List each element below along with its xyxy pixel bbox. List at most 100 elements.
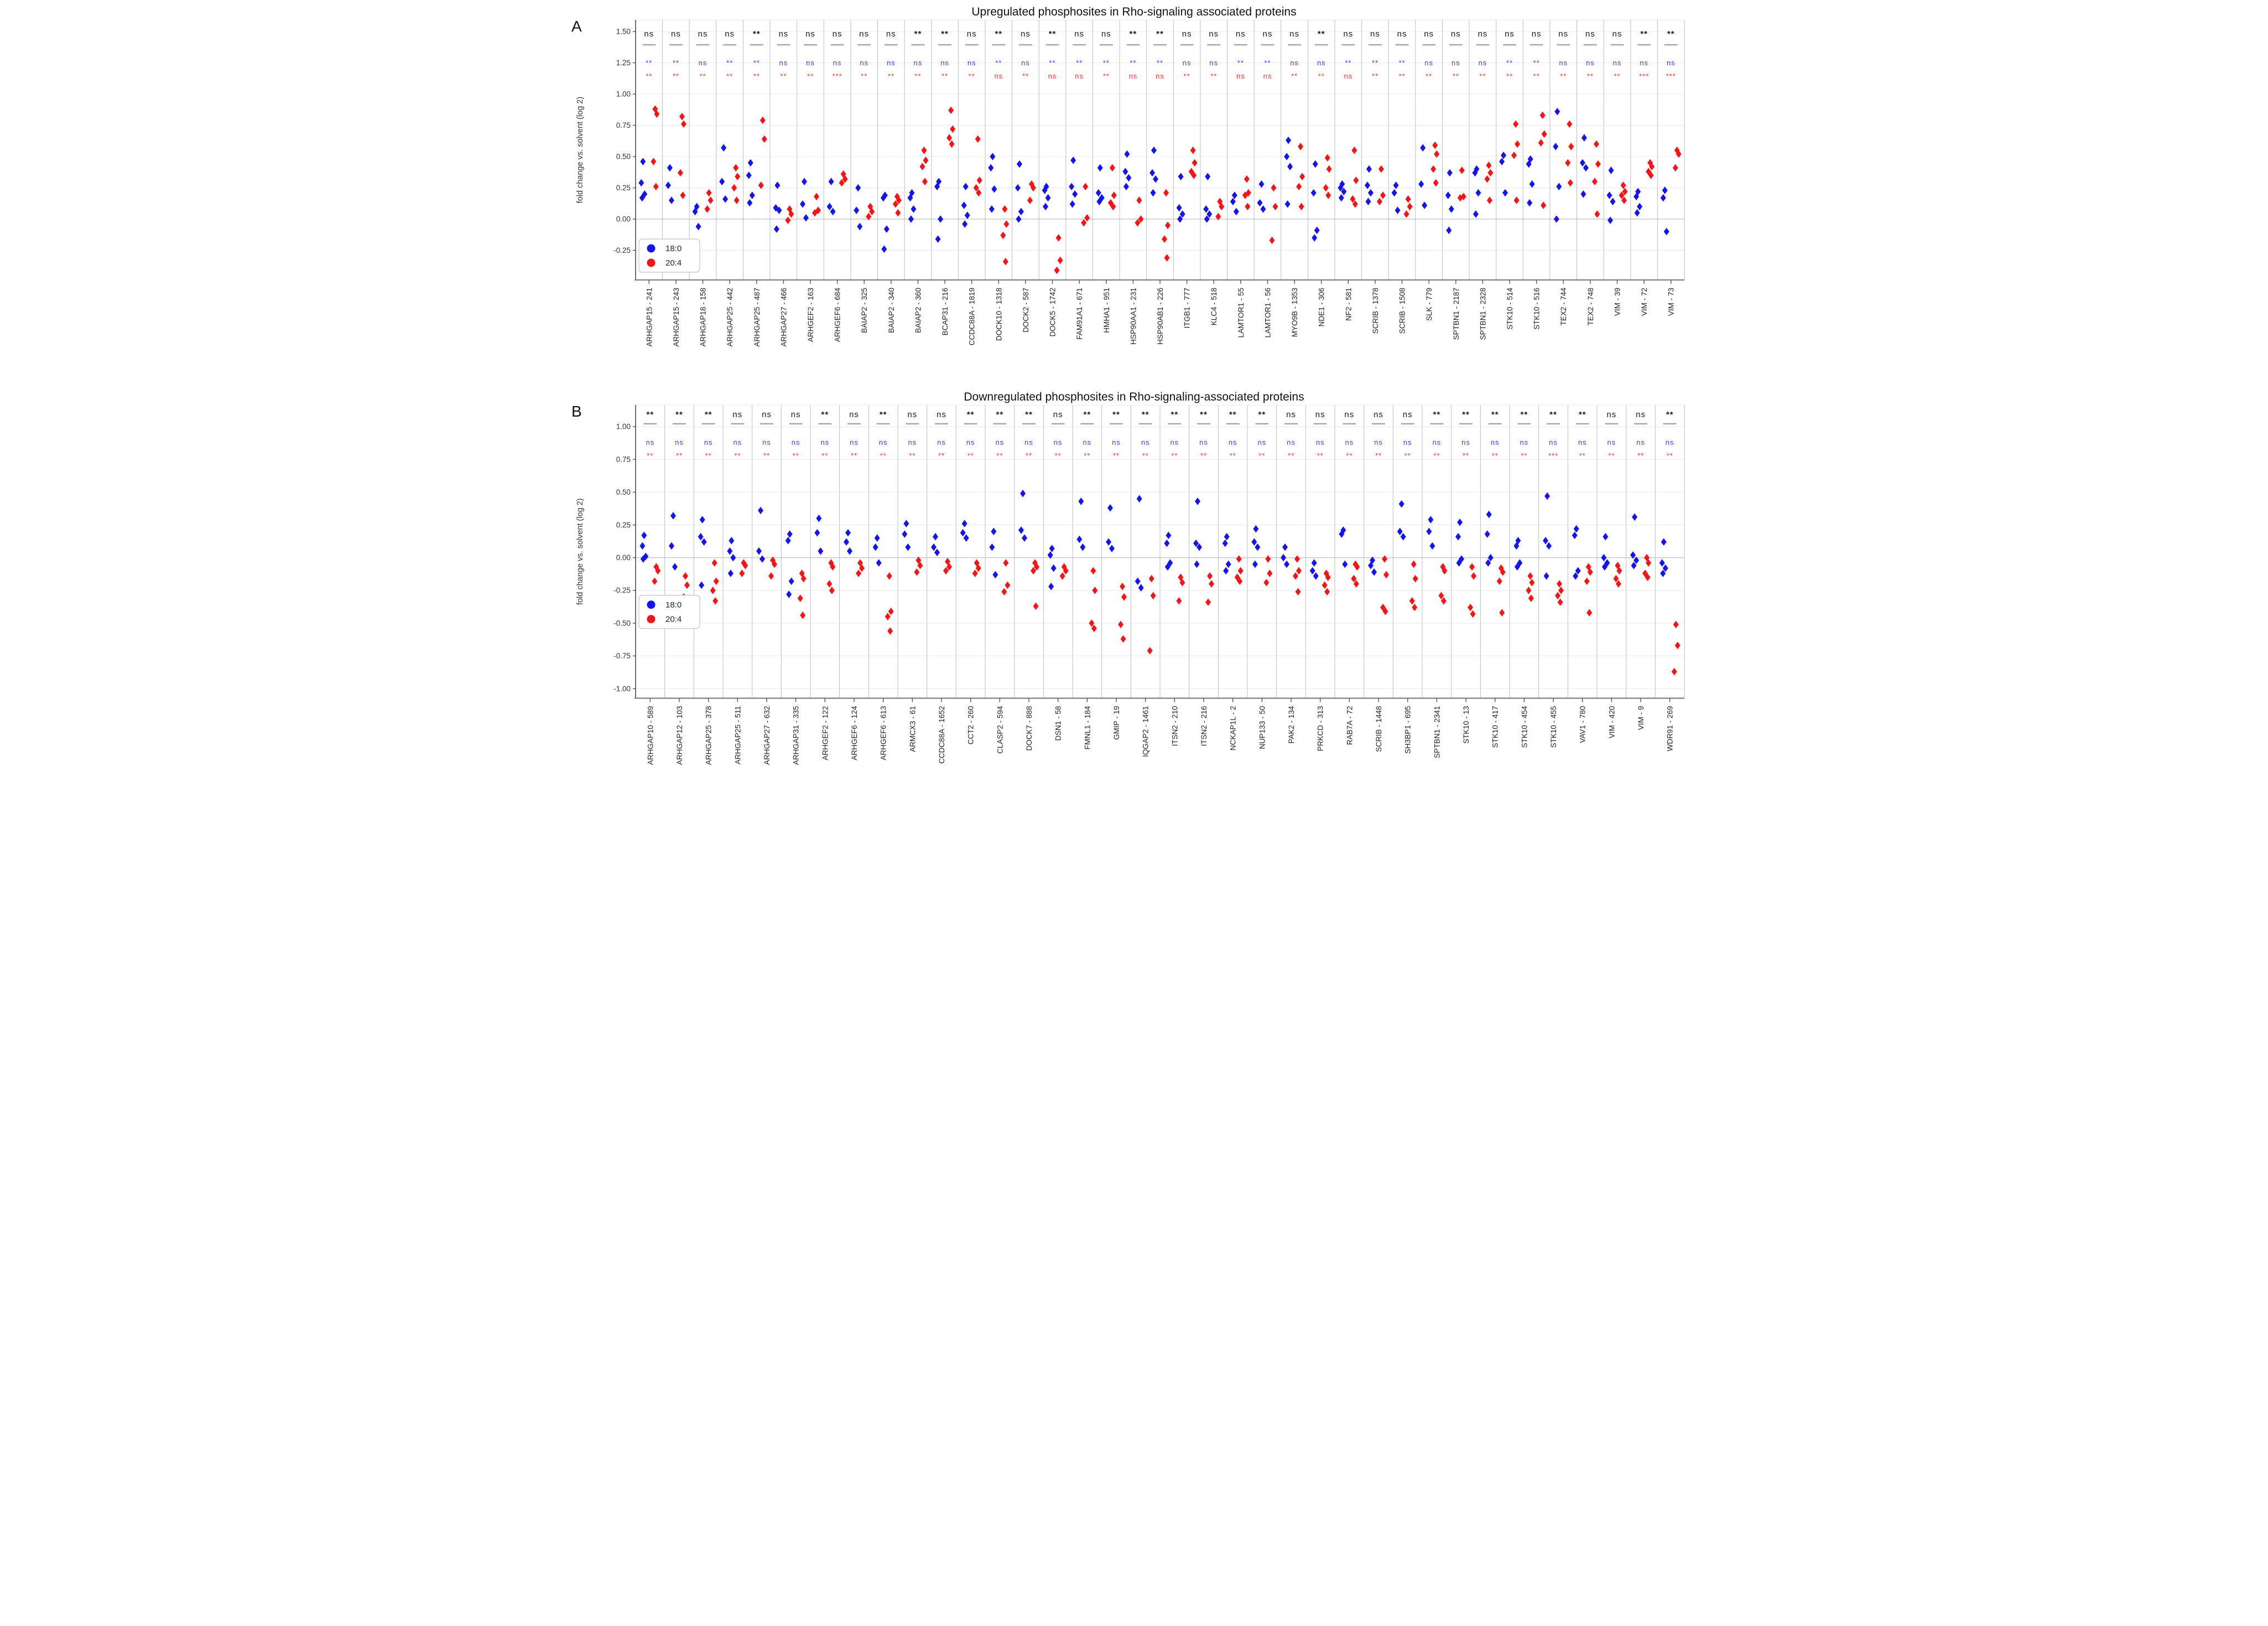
y-tick-label: 0.75 — [616, 455, 631, 464]
x-category-label: DSN1 - 58 — [1054, 706, 1063, 741]
sig-red: ns — [1156, 72, 1164, 80]
data-point-18-0 — [1572, 531, 1578, 539]
data-point-20-4 — [1440, 563, 1446, 571]
sig-black: ** — [1433, 410, 1440, 419]
data-point-20-4 — [1120, 635, 1126, 643]
sig-blue: ns — [1424, 59, 1433, 67]
sig-blue: ns — [1549, 438, 1558, 446]
data-point-18-0 — [854, 206, 860, 214]
data-point-18-0 — [1553, 143, 1559, 150]
sig-black: ns — [967, 29, 977, 39]
data-point-18-0 — [883, 225, 889, 233]
data-point-18-0 — [1312, 234, 1318, 242]
data-point-18-0 — [776, 206, 782, 214]
data-point-18-0 — [1368, 562, 1374, 570]
y-tick-label: 1.00 — [616, 423, 631, 431]
data-point-20-4 — [1179, 579, 1185, 586]
data-point-20-4 — [1325, 573, 1331, 581]
sig-red: ** — [1521, 451, 1527, 460]
x-category-label: RAB7A - 72 — [1345, 706, 1354, 745]
sig-black: ns — [1074, 29, 1084, 39]
data-point-18-0 — [1070, 156, 1076, 164]
legend-marker — [647, 258, 656, 267]
sig-red: ** — [1405, 451, 1411, 460]
sig-blue: ns — [1403, 438, 1412, 446]
data-point-20-4 — [1430, 165, 1437, 173]
data-point-18-0 — [989, 543, 995, 551]
data-point-20-4 — [1323, 184, 1329, 192]
data-point-20-4 — [760, 116, 766, 124]
x-category-label: FAM91A1 - 671 — [1075, 288, 1084, 340]
data-point-20-4 — [679, 112, 685, 121]
sig-red: ** — [1022, 72, 1029, 80]
data-point-18-0 — [1197, 543, 1202, 551]
data-point-20-4 — [742, 562, 748, 570]
data-point-18-0 — [695, 222, 701, 231]
sig-black: ** — [1142, 410, 1149, 419]
data-point-20-4 — [814, 193, 819, 201]
sig-red: ** — [647, 451, 653, 460]
data-point-20-4 — [1150, 591, 1156, 600]
data-point-18-0 — [1253, 525, 1259, 533]
panel-a-chart: 1.50 1.25 1.00 0.75 0.50 0.25 0.00 -0.25 fold ch… — [576, 20, 1685, 347]
data-point-18-0 — [1499, 158, 1505, 165]
data-point-20-4 — [1353, 176, 1359, 184]
data-point-18-0 — [963, 534, 969, 542]
sig-blue: ns — [1112, 438, 1121, 446]
data-point-20-4 — [1383, 570, 1389, 579]
x-category-label: BAIAP2 - 340 — [887, 288, 896, 333]
data-point-18-0 — [1050, 564, 1057, 572]
y-tick-label: 1.50 — [616, 28, 631, 36]
data-point-20-4 — [683, 572, 688, 580]
data-point-20-4 — [1470, 610, 1476, 618]
data-point-20-4 — [788, 210, 794, 218]
sig-black: ** — [996, 410, 1003, 419]
data-point-20-4 — [1237, 567, 1244, 575]
data-point-18-0 — [786, 590, 792, 599]
sig-black: ns — [1182, 29, 1192, 39]
y-tick-label: 0.00 — [616, 554, 631, 562]
data-point-20-4 — [976, 176, 982, 184]
data-point-18-0 — [760, 555, 765, 563]
data-point-20-4 — [1176, 597, 1182, 605]
data-point-20-4 — [1322, 581, 1328, 589]
data-point-20-4 — [1299, 173, 1305, 180]
data-point-18-0 — [1445, 191, 1451, 199]
data-point-18-0 — [1043, 202, 1049, 211]
data-point-18-0 — [699, 516, 705, 524]
sig-black: ns — [732, 410, 742, 419]
y-tick-label: 0.75 — [616, 121, 631, 129]
sig-red: ** — [1506, 72, 1513, 80]
y-tick-label: -0.50 — [613, 619, 631, 627]
data-point-18-0 — [1043, 183, 1049, 191]
legend-label: 20:4 — [665, 615, 682, 624]
sig-blue: ns — [1083, 438, 1091, 446]
data-point-18-0 — [1632, 513, 1637, 521]
data-point-20-4 — [1219, 202, 1225, 211]
sig-red: ** — [1318, 72, 1325, 80]
data-point-20-4 — [1147, 647, 1153, 654]
data-point-20-4 — [887, 627, 893, 635]
data-point-20-4 — [1294, 555, 1300, 563]
data-point-20-4 — [1001, 588, 1007, 596]
data-point-20-4 — [950, 125, 956, 133]
data-point-18-0 — [1048, 583, 1054, 590]
data-point-20-4 — [1440, 597, 1447, 605]
x-category-label: STK10 - 454 — [1520, 706, 1528, 748]
data-point-18-0 — [818, 547, 824, 555]
data-point-20-4 — [1673, 620, 1679, 628]
sig-red: ** — [861, 72, 867, 80]
sig-blue: ns — [675, 438, 684, 446]
data-point-20-4 — [1412, 575, 1418, 583]
x-category-label: TEX2 - 744 — [1559, 288, 1568, 326]
sig-blue: ns — [1141, 438, 1150, 446]
data-point-18-0 — [1513, 542, 1520, 550]
x-category-label: ARHGAP31 - 335 — [792, 706, 800, 765]
data-point-18-0 — [730, 554, 736, 562]
data-point-18-0 — [1397, 527, 1403, 536]
data-point-18-0 — [963, 183, 969, 191]
data-point-20-4 — [1120, 583, 1125, 590]
sig-black: ns — [1053, 410, 1063, 419]
data-point-20-4 — [787, 205, 793, 213]
y-axis-label: fold change vs. solvent (log 2) — [576, 97, 585, 204]
